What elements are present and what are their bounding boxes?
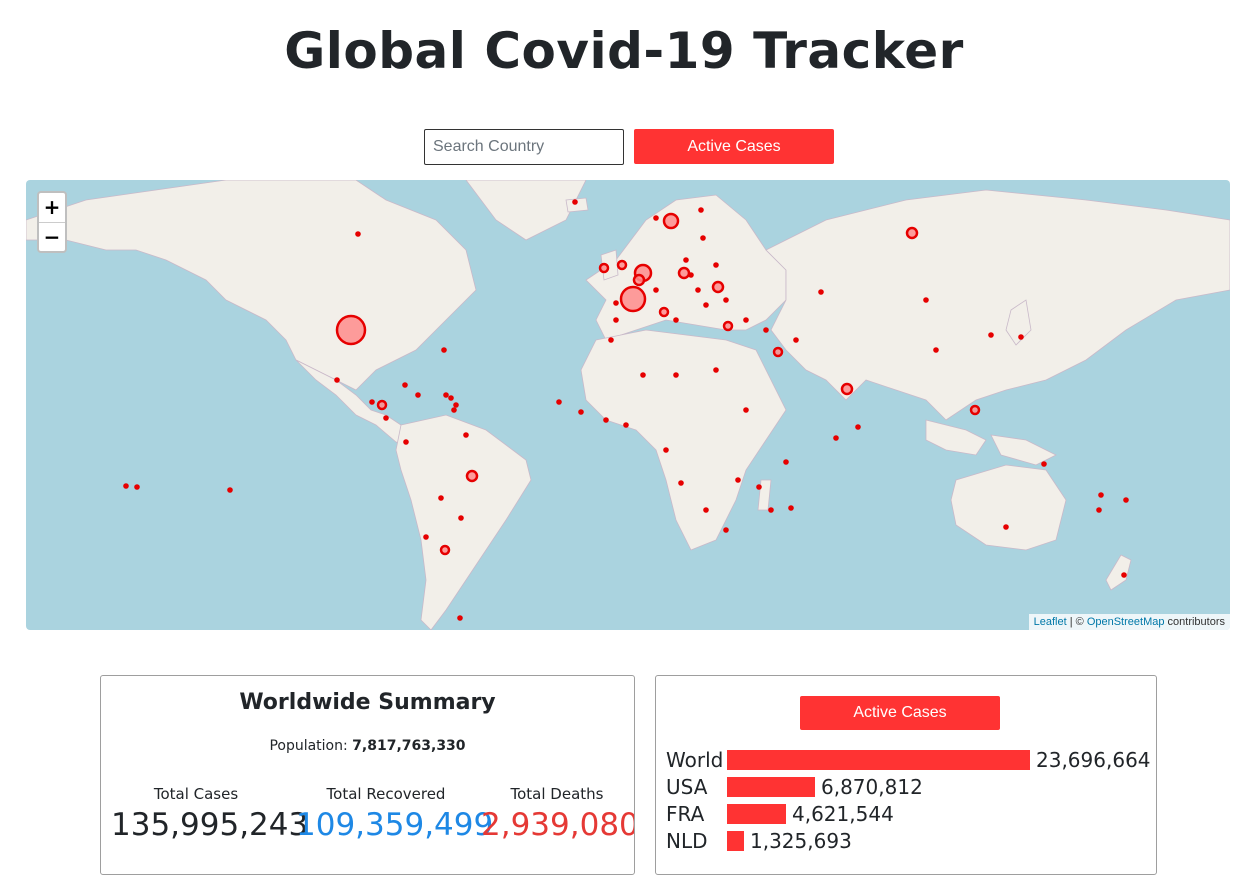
active-value: 23,696,664 bbox=[1036, 748, 1151, 772]
leaflet-link[interactable]: Leaflet bbox=[1033, 616, 1067, 628]
map-markers bbox=[335, 212, 981, 556]
world-map[interactable]: + − Leaflet | © OpenStreetMap contributo… bbox=[26, 180, 1230, 630]
map-attribution: Leaflet | © OpenStreetMap contributors bbox=[1028, 614, 1230, 630]
active-bar bbox=[727, 804, 786, 824]
zoom-control: + − bbox=[37, 191, 67, 253]
total-recovered-value: 109,359,499 bbox=[296, 807, 494, 843]
search-country-input[interactable] bbox=[424, 129, 624, 165]
zoom-in-button[interactable]: + bbox=[43, 195, 61, 219]
active-value: 6,870,812 bbox=[821, 775, 923, 799]
map-tiles bbox=[26, 180, 1230, 630]
attribution-separator: | © bbox=[1066, 616, 1087, 628]
country-code: NLD bbox=[666, 829, 708, 853]
map-small-markers bbox=[123, 199, 1129, 621]
country-code: FRA bbox=[666, 802, 705, 826]
total-deaths-value: 2,939,080 bbox=[481, 807, 635, 843]
country-code: World bbox=[666, 748, 724, 772]
total-cases-label: Total Cases bbox=[153, 785, 239, 803]
active-cases-button[interactable]: Active Cases bbox=[634, 129, 834, 164]
active-value: 1,325,693 bbox=[750, 829, 852, 853]
zoom-out-button[interactable]: − bbox=[39, 222, 65, 251]
total-deaths-stat: Total Deaths 2,939,080 bbox=[481, 784, 635, 844]
active-bar bbox=[727, 831, 744, 851]
total-recovered-stat: Total Recovered 109,359,499 bbox=[296, 784, 494, 844]
population-value: 7,817,763,330 bbox=[352, 738, 466, 754]
active-cases-card-button[interactable]: Active Cases bbox=[800, 696, 1000, 730]
total-cases-stat: Total Cases 135,995,243 bbox=[111, 784, 309, 844]
total-cases-value: 135,995,243 bbox=[111, 807, 309, 843]
page-title: Global Covid-19 Tracker bbox=[284, 22, 964, 80]
country-code: USA bbox=[666, 775, 708, 799]
total-recovered-label: Total Recovered bbox=[326, 785, 446, 803]
population-label: Population: bbox=[269, 738, 348, 754]
total-deaths-label: Total Deaths bbox=[510, 785, 604, 803]
active-bar bbox=[727, 750, 1030, 770]
worldwide-summary-card: Worldwide Summary Population: 7,817,763,… bbox=[100, 675, 635, 875]
attribution-suffix: contributors bbox=[1164, 616, 1225, 628]
summary-title: Worldwide Summary bbox=[239, 690, 496, 715]
openstreetmap-link[interactable]: OpenStreetMap bbox=[1086, 616, 1165, 628]
active-cases-card: Active Cases World 23,696,664 USA 6,870,812… bbox=[655, 675, 1157, 875]
active-bar bbox=[727, 777, 815, 797]
population: Population: 7,817,763,330 bbox=[101, 738, 634, 754]
active-value: 4,621,544 bbox=[792, 802, 894, 826]
